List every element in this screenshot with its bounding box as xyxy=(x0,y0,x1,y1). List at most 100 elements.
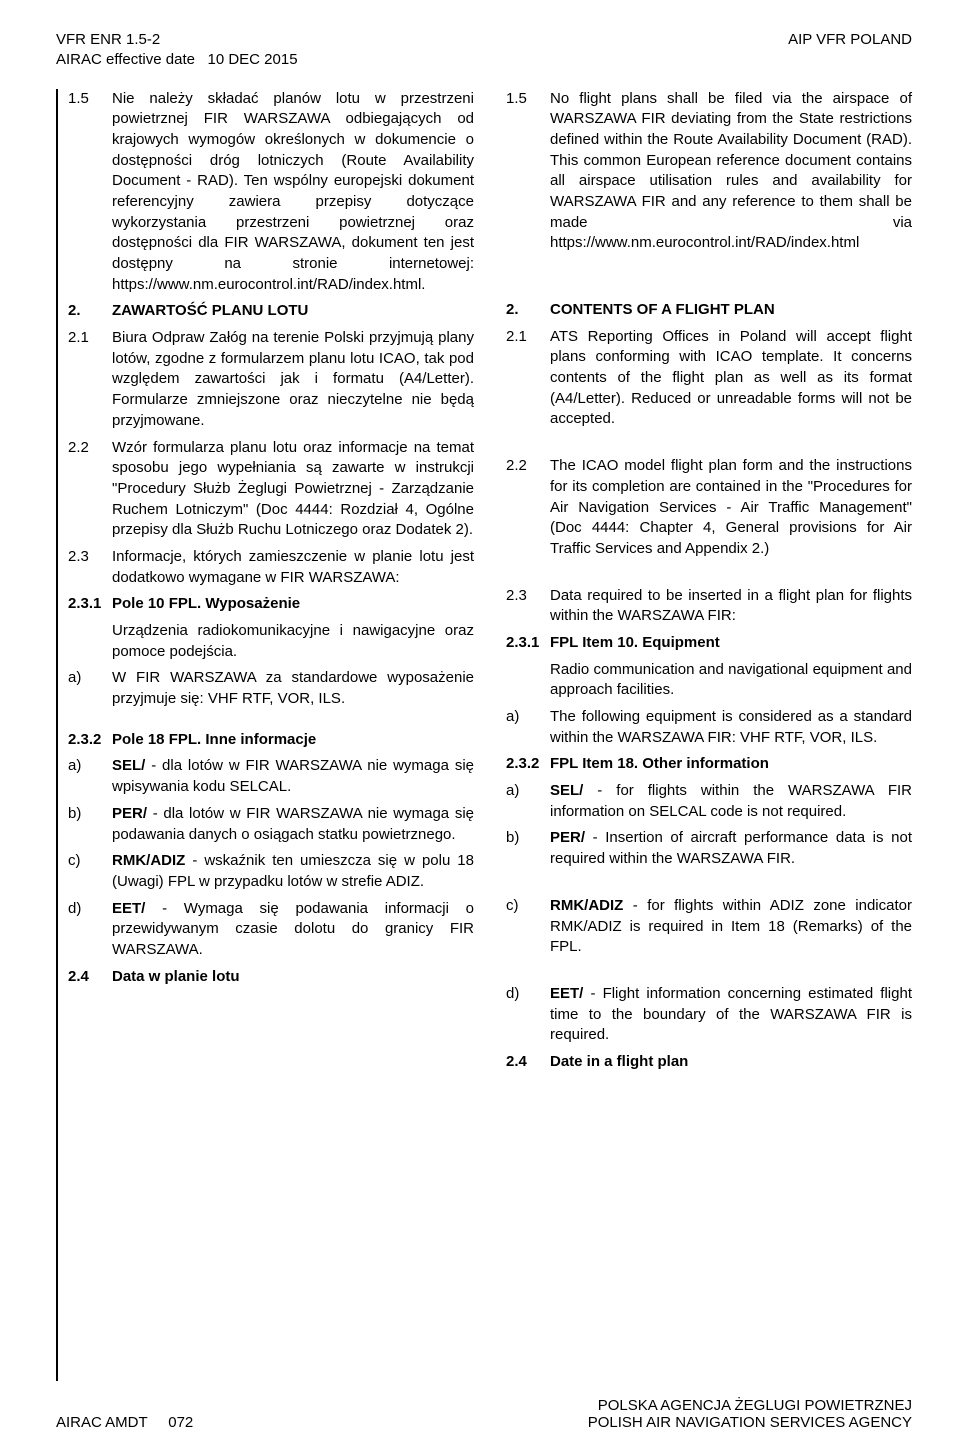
txt-2-3-en: Data required to be inserted in a flight… xyxy=(550,586,912,627)
txt-2-2-en: The ICAO model flight plan form and the … xyxy=(550,456,912,559)
row-a-en: a) The following equipment is considered… xyxy=(506,707,912,748)
txt-2-en: CONTENTS OF A FLIGHT PLAN xyxy=(550,300,912,321)
page-header: VFR ENR 1.5-2 AIRAC effective date 10 DE… xyxy=(56,30,912,71)
header-effective-label: AIRAC effective date xyxy=(56,51,195,68)
header-doc-ref: VFR ENR 1.5-2 xyxy=(56,30,298,50)
title-2-3-1-pl: Pole 10 FPL. Wyposażenie xyxy=(112,594,474,615)
txt-2-2-pl: Wzór formularza planu lotu oraz informac… xyxy=(112,438,474,541)
bold-b1-en: SEL/ xyxy=(550,782,583,799)
row-1-5-en: 1.5 No flight plans shall be filed via t… xyxy=(506,89,912,255)
num-2-2-en: 2.2 xyxy=(506,456,550,477)
page: VFR ENR 1.5-2 AIRAC effective date 10 DE… xyxy=(0,0,960,1455)
num-b3-en: c) xyxy=(506,896,550,917)
txt-1-5-en: No flight plans shall be filed via the a… xyxy=(550,89,912,255)
row-2-3-pl: 2.3 Informacje, których zamieszczenie w … xyxy=(68,547,474,588)
bold-b2-pl: PER/ xyxy=(112,805,147,822)
spacer xyxy=(68,716,474,730)
num-2-3-en: 2.3 xyxy=(506,586,550,607)
row-2-pl: 2. ZAWARTOŚĆ PLANU LOTU xyxy=(68,301,474,322)
num-2-3-pl: 2.3 xyxy=(68,547,112,568)
txt-b4-en: EET/ - Flight information concerning est… xyxy=(550,984,912,1046)
row-2-3-1-body-pl: Urządzenia radiokomunikacyjne i nawigacy… xyxy=(68,621,474,662)
header-effective-date: 10 DEC 2015 xyxy=(207,51,297,68)
bold-b4-en: EET/ xyxy=(550,985,583,1002)
row-b2-pl: b) PER/ - dla lotów w FIR WARSZAWA nie w… xyxy=(68,804,474,845)
rest-b4-en: - Flight information concerning estimate… xyxy=(550,985,912,1043)
rest-b2-pl: - dla lotów w FIR WARSZAWA nie wymaga si… xyxy=(112,805,474,843)
rest-b2-en: - Insertion of aircraft performance data… xyxy=(550,829,912,867)
num-1-5-en: 1.5 xyxy=(506,89,550,110)
title-2-3-2-en: FPL Item 18. Other information xyxy=(550,754,912,775)
txt-b2-pl: PER/ - dla lotów w FIR WARSZAWA nie wyma… xyxy=(112,804,474,845)
footer-amdt-label: AIRAC AMDT xyxy=(56,1414,147,1431)
header-left: VFR ENR 1.5-2 AIRAC effective date 10 DE… xyxy=(56,30,298,71)
footer-agency-pl: POLSKA AGENCJA ŻEGLUGI POWIETRZNEJ xyxy=(588,1397,912,1414)
txt-b1-pl: SEL/ - dla lotów w FIR WARSZAWA nie wyma… xyxy=(112,756,474,797)
row-2-2-pl: 2.2 Wzór formularza planu lotu oraz info… xyxy=(68,438,474,541)
rest-b4-pl: - Wymaga się podawania informacji o prze… xyxy=(112,900,474,958)
num-2-4-en: 2.4 xyxy=(506,1052,550,1073)
row-b3-en: c) RMK/ADIZ - for flights within ADIZ zo… xyxy=(506,896,912,958)
txt-2-4-en: Date in a flight plan xyxy=(550,1052,912,1073)
num-b4-en: d) xyxy=(506,984,550,1005)
num-a-en: a) xyxy=(506,707,550,728)
num-b1-en: a) xyxy=(506,781,550,802)
footer-amdt-num: 072 xyxy=(168,1414,193,1431)
txt-2-pl: ZAWARTOŚĆ PLANU LOTU xyxy=(112,301,474,322)
txt-b3-pl: RMK/ADIZ - wskaźnik ten umieszcza się w … xyxy=(112,851,474,892)
header-right: AIP VFR POLAND xyxy=(788,30,912,71)
bold-b3-pl: RMK/ADIZ xyxy=(112,852,185,869)
row-2-2-en: 2.2 The ICAO model flight plan form and … xyxy=(506,456,912,559)
txt-2-3-pl: Informacje, których zamieszczenie w plan… xyxy=(112,547,474,588)
num-2-1-pl: 2.1 xyxy=(68,328,112,349)
num-2-3-1-pl: 2.3.1 xyxy=(68,594,112,615)
body-2-3-1-pl: Urządzenia radiokomunikacyjne i nawigacy… xyxy=(112,621,474,662)
row-2-4-en: 2.4 Date in a flight plan xyxy=(506,1052,912,1073)
row-a-pl: a) W FIR WARSZAWA za standardowe wyposaż… xyxy=(68,668,474,709)
spacer xyxy=(506,964,912,984)
row-2-4-pl: 2.4 Data w planie lotu xyxy=(68,967,474,988)
txt-2-4-pl: Data w planie lotu xyxy=(112,967,474,988)
row-2-en: 2. CONTENTS OF A FLIGHT PLAN xyxy=(506,300,912,321)
bold-b3-en: RMK/ADIZ xyxy=(550,897,623,914)
row-1-5-pl: 1.5 Nie należy składać planów lotu w prz… xyxy=(68,89,474,296)
rest-b1-en: - for flights within the WARSZAWA FIR in… xyxy=(550,782,912,820)
num-b4-pl: d) xyxy=(68,899,112,920)
num-2-2-pl: 2.2 xyxy=(68,438,112,459)
content-columns: 1.5 Nie należy składać planów lotu w prz… xyxy=(56,89,912,1382)
num-2-pl: 2. xyxy=(68,301,112,322)
num-2-3-1-en: 2.3.1 xyxy=(506,633,550,654)
page-footer: AIRAC AMDT 072 POLSKA AGENCJA ŻEGLUGI PO… xyxy=(56,1397,912,1431)
row-2-3-1-pl: 2.3.1 Pole 10 FPL. Wyposażenie xyxy=(68,594,474,615)
num-b1-pl: a) xyxy=(68,756,112,777)
txt-a-en: The following equipment is considered as… xyxy=(550,707,912,748)
header-publication: AIP VFR POLAND xyxy=(788,30,912,50)
row-b1-pl: a) SEL/ - dla lotów w FIR WARSZAWA nie w… xyxy=(68,756,474,797)
row-b4-en: d) EET/ - Flight information concerning … xyxy=(506,984,912,1046)
row-2-3-2-en: 2.3.2 FPL Item 18. Other information xyxy=(506,754,912,775)
footer-left: AIRAC AMDT 072 xyxy=(56,1414,193,1431)
column-left: 1.5 Nie należy składać planów lotu w prz… xyxy=(56,89,474,1382)
num-2-4-pl: 2.4 xyxy=(68,967,112,988)
row-b4-pl: d) EET/ - Wymaga się podawania informacj… xyxy=(68,899,474,961)
num-1-5-pl: 1.5 xyxy=(68,89,112,110)
title-2-3-1-en: FPL Item 10. Equipment xyxy=(550,633,912,654)
spacer xyxy=(506,260,912,300)
row-2-1-pl: 2.1 Biura Odpraw Załóg na terenie Polski… xyxy=(68,328,474,431)
footer-agency-en: POLISH AIR NAVIGATION SERVICES AGENCY xyxy=(588,1414,912,1431)
row-2-3-2-pl: 2.3.2 Pole 18 FPL. Inne informacje xyxy=(68,730,474,751)
spacer xyxy=(506,436,912,456)
txt-b4-pl: EET/ - Wymaga się podawania informacji o… xyxy=(112,899,474,961)
row-2-3-1-en: 2.3.1 FPL Item 10. Equipment xyxy=(506,633,912,654)
txt-2-1-en: ATS Reporting Offices in Poland will acc… xyxy=(550,327,912,430)
bold-b2-en: PER/ xyxy=(550,829,585,846)
spacer xyxy=(506,876,912,896)
footer-right: POLSKA AGENCJA ŻEGLUGI POWIETRZNEJ POLIS… xyxy=(588,1397,912,1431)
txt-b1-en: SEL/ - for flights within the WARSZAWA F… xyxy=(550,781,912,822)
title-2-3-2-pl: Pole 18 FPL. Inne informacje xyxy=(112,730,474,751)
txt-b3-en: RMK/ADIZ - for flights within ADIZ zone … xyxy=(550,896,912,958)
header-effective: AIRAC effective date 10 DEC 2015 xyxy=(56,50,298,70)
row-2-3-1-body-en: Radio communication and navigational equ… xyxy=(506,660,912,701)
row-b3-pl: c) RMK/ADIZ - wskaźnik ten umieszcza się… xyxy=(68,851,474,892)
num-2-1-en: 2.1 xyxy=(506,327,550,348)
